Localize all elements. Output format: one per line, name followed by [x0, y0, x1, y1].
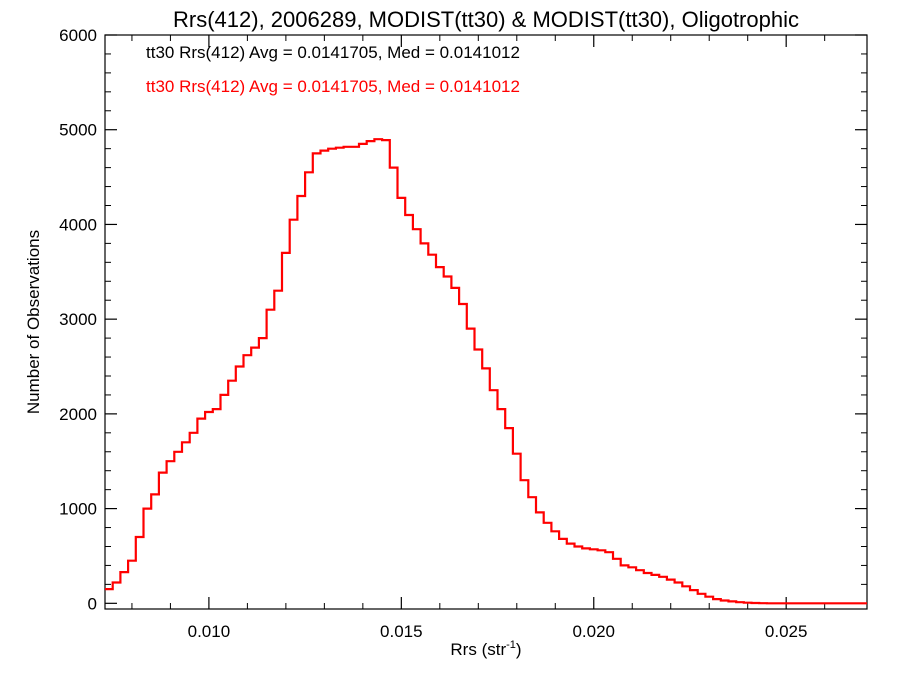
x-axis-label: Rrs (str-1): [450, 639, 521, 659]
x-axis-label-main: Rrs (str: [450, 640, 506, 659]
y-tick-label: 4000: [59, 215, 97, 234]
legend-entry-red: tt30 Rrs(412) Avg = 0.0141705, Med = 0.0…: [146, 77, 520, 96]
legend-entry-black: tt30 Rrs(412) Avg = 0.0141705, Med = 0.0…: [146, 43, 520, 62]
axis-ticks: [105, 34, 867, 609]
y-tick-label: 5000: [59, 121, 97, 140]
series-step-line: [105, 138, 867, 605]
y-tick-label: 3000: [59, 310, 97, 329]
y-tick-label: 6000: [59, 26, 97, 45]
x-tick-label: 0.020: [572, 622, 615, 641]
y-tick-label: 1000: [59, 500, 97, 519]
plot-frame: [104, 34, 868, 610]
x-axis-label-superscript: -1: [506, 639, 516, 651]
y-tick-label: 0: [88, 594, 97, 613]
x-tick-labels: 0.010 0.015 0.020 0.025: [188, 622, 808, 641]
y-tick-labels: 0 1000 2000 3000 4000 5000 6000: [59, 26, 97, 613]
x-tick-label: 0.015: [380, 622, 423, 641]
y-tick-label: 2000: [59, 405, 97, 424]
chart-title: Rrs(412), 2006289, MODIST(tt30) & MODIST…: [173, 7, 799, 32]
x-tick-label: 0.010: [188, 622, 231, 641]
y-axis-label: Number of Observations: [24, 230, 43, 414]
x-tick-label: 0.025: [765, 622, 808, 641]
x-axis-label-end: ): [516, 640, 522, 659]
